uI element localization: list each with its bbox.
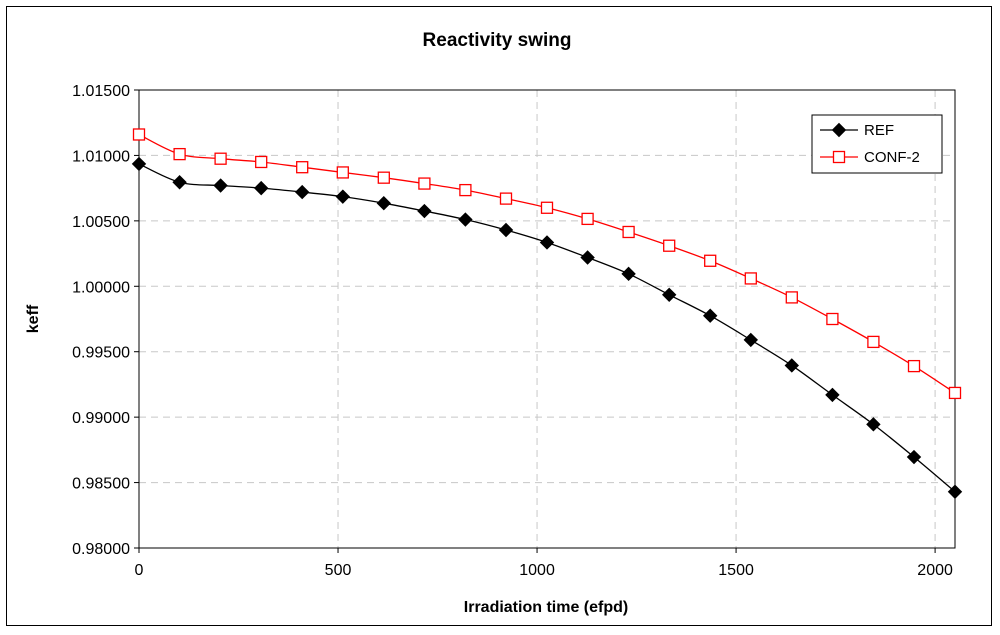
data-point-ref <box>458 212 473 227</box>
y-tick-label: 1.00000 <box>72 279 130 296</box>
data-point-conf-2 <box>499 192 513 205</box>
data-point-ref <box>498 222 514 238</box>
plot-area <box>138 89 956 549</box>
legend-box <box>811 114 943 174</box>
series-ref <box>131 156 963 499</box>
data-point-conf-2 <box>377 171 390 184</box>
y-tick-label: 1.01500 <box>72 83 130 100</box>
y-tick-label: 0.98500 <box>72 476 130 493</box>
data-point-ref <box>131 156 147 172</box>
series-layer <box>131 128 963 499</box>
data-point-ref <box>417 203 432 219</box>
data-point-ref <box>661 287 677 302</box>
data-point-conf-2 <box>173 147 186 161</box>
legend-marker-conf-2 <box>832 150 846 164</box>
data-point-ref <box>539 235 555 250</box>
data-point-ref <box>784 358 800 373</box>
data-point-conf-2 <box>622 225 635 239</box>
data-point-conf-2 <box>418 177 431 190</box>
data-point-ref <box>172 175 187 190</box>
data-point-ref <box>743 332 759 348</box>
data-point-ref <box>335 189 351 204</box>
x-tick-label: 1500 <box>718 562 754 579</box>
data-point-conf-2 <box>132 128 146 141</box>
axes: 0.98000 0.98500 0.99000 0.99500 1.00000 1.005… <box>72 83 953 579</box>
data-point-conf-2 <box>255 155 268 169</box>
data-point-conf-2 <box>704 254 717 267</box>
data-point-conf-2 <box>296 161 309 174</box>
legend: REF CONF-2 <box>811 114 943 174</box>
data-point-ref <box>253 180 269 196</box>
x-axis-title: Irradiation time (efpd) <box>464 599 628 616</box>
data-point-conf-2 <box>948 386 962 400</box>
y-tick-label: 0.99500 <box>72 345 130 362</box>
data-point-ref <box>906 449 922 465</box>
data-point-conf-2 <box>826 312 839 326</box>
y-tick-label: 1.01000 <box>72 148 130 165</box>
x-tick-label: 1000 <box>519 562 555 579</box>
data-point-ref <box>580 250 595 265</box>
data-point-ref <box>376 195 392 211</box>
data-point-ref <box>947 484 963 499</box>
x-tick-label: 500 <box>325 562 352 579</box>
data-point-ref <box>621 266 636 282</box>
data-point-ref <box>702 308 718 323</box>
data-point-conf-2 <box>459 183 472 197</box>
data-point-conf-2 <box>581 212 594 226</box>
y-axis-title: keff <box>25 304 42 333</box>
data-point-ref <box>213 178 228 193</box>
data-point-conf-2 <box>867 335 880 349</box>
data-point-conf-2 <box>785 291 798 304</box>
legend-marker-ref <box>831 122 847 138</box>
data-point-conf-2 <box>744 272 757 285</box>
data-point-conf-2 <box>540 201 554 214</box>
x-tick-label: 0 <box>135 562 144 579</box>
data-point-conf-2 <box>336 166 349 179</box>
x-tick-label: 2000 <box>917 562 953 579</box>
data-point-ref <box>825 387 840 403</box>
data-point-conf-2 <box>907 359 921 373</box>
y-tick-label: 1.00500 <box>72 214 130 231</box>
data-point-ref <box>294 184 310 200</box>
y-tick-label: 0.98000 <box>72 541 130 558</box>
legend-label-ref: REF <box>864 122 894 139</box>
data-point-conf-2 <box>663 239 676 252</box>
chart-title: Reactivity swing <box>423 30 572 51</box>
data-point-ref <box>866 417 881 432</box>
series-conf-2 <box>132 128 962 400</box>
legend-label-conf-2: CONF-2 <box>864 149 920 166</box>
data-point-conf-2 <box>214 152 227 165</box>
y-tick-label: 0.99000 <box>72 410 130 427</box>
